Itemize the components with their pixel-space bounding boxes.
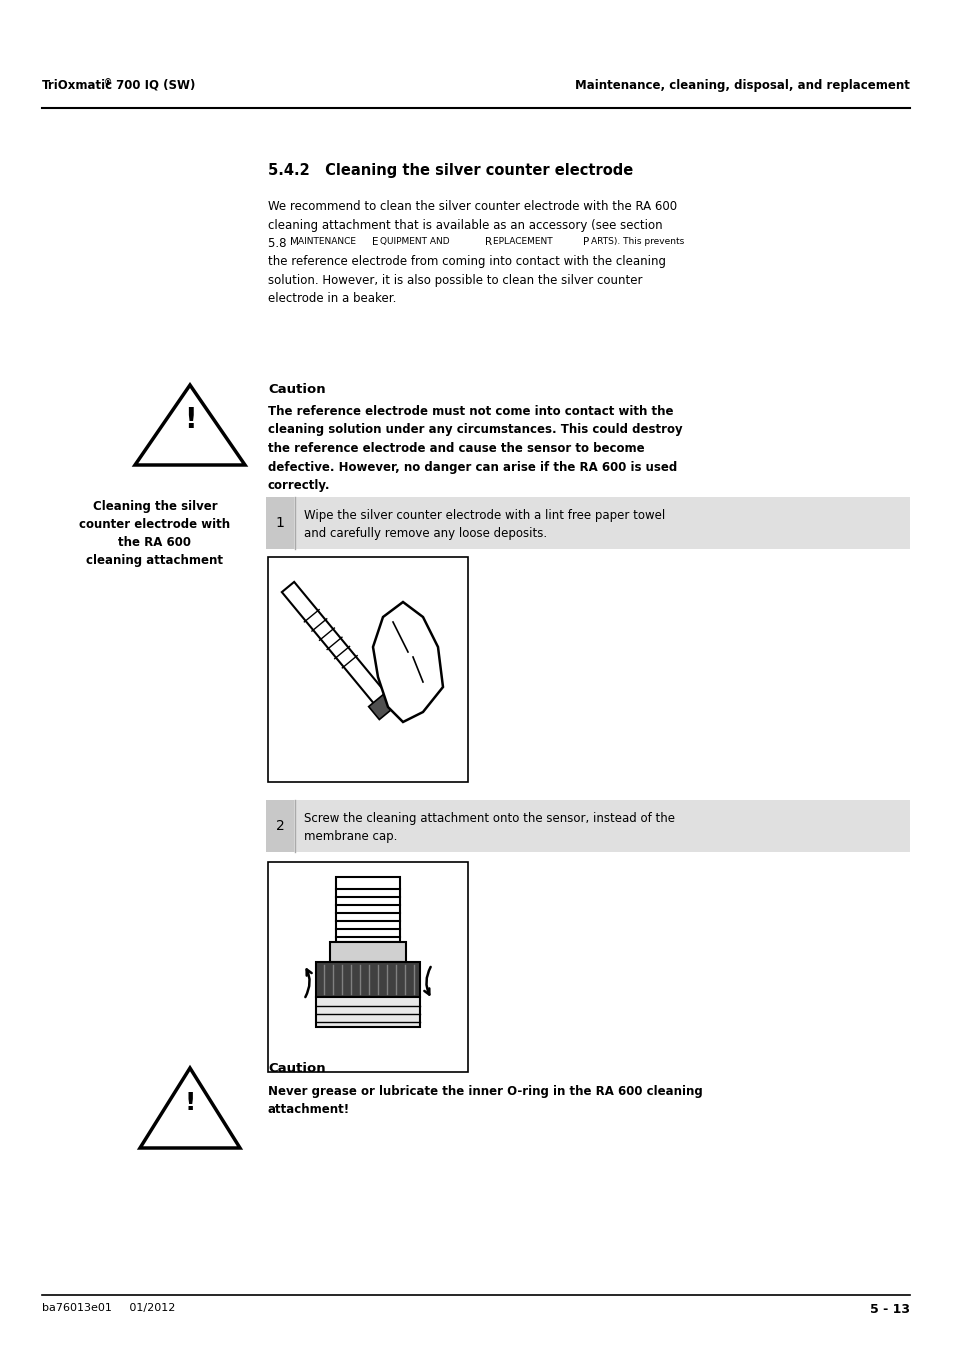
Text: 5.8: 5.8 [268,238,290,250]
Text: ®: ® [104,80,112,88]
Text: correctly.: correctly. [268,479,330,491]
FancyBboxPatch shape [266,497,909,549]
Text: EPLACEMENT: EPLACEMENT [493,238,555,246]
Text: TriOxmatic: TriOxmatic [42,80,113,92]
Text: cleaning solution under any circumstances. This could destroy: cleaning solution under any circumstance… [268,424,682,436]
Text: R: R [484,238,492,247]
Text: attachment!: attachment! [268,1103,350,1116]
FancyBboxPatch shape [268,863,468,1072]
Polygon shape [281,582,389,707]
Text: membrane cap.: membrane cap. [304,830,397,842]
Text: E: E [372,238,378,247]
Text: defective. However, no danger can arise if the RA 600 is used: defective. However, no danger can arise … [268,460,677,474]
Text: M: M [290,238,298,247]
FancyBboxPatch shape [315,998,419,1027]
Text: the RA 600: the RA 600 [118,536,192,549]
Text: solution. However, it is also possible to clean the silver counter: solution. However, it is also possible t… [268,274,641,288]
Text: ARTS). This prevents: ARTS). This prevents [590,238,683,246]
Text: Wipe the silver counter electrode with a lint free paper towel: Wipe the silver counter electrode with a… [304,509,664,522]
Text: Maintenance, cleaning, disposal, and replacement: Maintenance, cleaning, disposal, and rep… [575,80,909,92]
Text: electrode in a beaker.: electrode in a beaker. [268,293,395,305]
Polygon shape [368,688,400,720]
Text: !: ! [184,406,196,433]
Text: 700 IQ (SW): 700 IQ (SW) [112,80,195,92]
FancyBboxPatch shape [268,558,468,782]
Polygon shape [373,602,442,722]
Text: Cleaning the silver: Cleaning the silver [92,500,217,513]
FancyBboxPatch shape [315,963,419,998]
Text: and carefully remove any loose deposits.: and carefully remove any loose deposits. [304,526,547,540]
Text: 5 - 13: 5 - 13 [869,1303,909,1316]
Text: AINTENANCE: AINTENANCE [297,238,358,246]
Text: counter electrode with: counter electrode with [79,518,231,531]
Text: the reference electrode from coming into contact with the cleaning: the reference electrode from coming into… [268,255,665,269]
Text: ba76013e01     01/2012: ba76013e01 01/2012 [42,1303,175,1314]
FancyBboxPatch shape [266,801,909,852]
Text: Never grease or lubricate the inner O-ring in the RA 600 cleaning: Never grease or lubricate the inner O-ri… [268,1085,702,1098]
Text: Caution: Caution [268,1062,325,1075]
Text: P: P [582,238,589,247]
Text: 1: 1 [275,516,284,531]
Text: !: ! [184,1091,195,1115]
Text: cleaning attachment: cleaning attachment [87,554,223,567]
FancyBboxPatch shape [266,497,294,549]
Text: Screw the cleaning attachment onto the sensor, instead of the: Screw the cleaning attachment onto the s… [304,811,675,825]
Text: The reference electrode must not come into contact with the: The reference electrode must not come in… [268,405,673,418]
FancyBboxPatch shape [266,801,294,852]
Text: QUIPMENT AND: QUIPMENT AND [379,238,452,246]
Text: Caution: Caution [268,383,325,396]
FancyBboxPatch shape [330,942,406,963]
Text: 2: 2 [275,819,284,833]
FancyBboxPatch shape [335,878,399,942]
Text: cleaning attachment that is available as an accessory (see section: cleaning attachment that is available as… [268,219,662,231]
Text: We recommend to clean the silver counter electrode with the RA 600: We recommend to clean the silver counter… [268,200,677,213]
Text: the reference electrode and cause the sensor to become: the reference electrode and cause the se… [268,441,644,455]
Text: 5.4.2   Cleaning the silver counter electrode: 5.4.2 Cleaning the silver counter electr… [268,163,633,178]
